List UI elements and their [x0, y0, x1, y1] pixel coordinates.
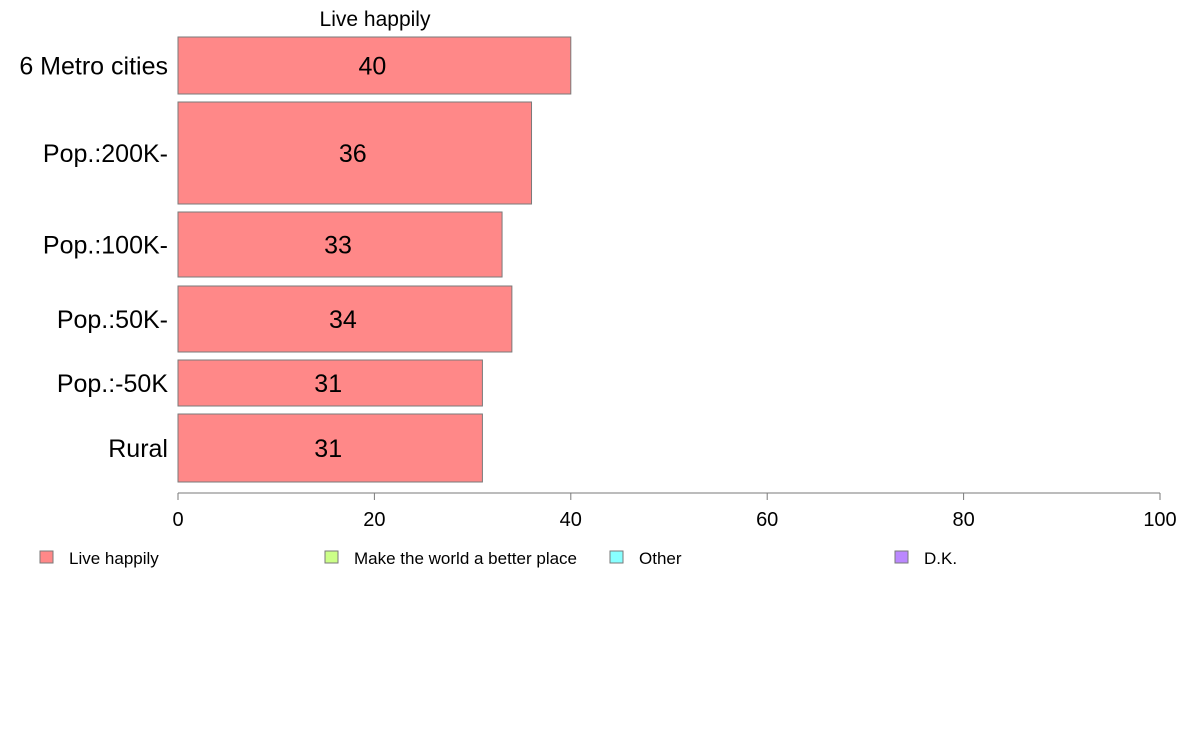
- bar: [177, 36, 572, 95]
- bar-value-label: 31: [314, 435, 342, 463]
- x-axis: 0 20 40 60 80 100: [172, 492, 1177, 531]
- x-tick-label: 0: [172, 509, 183, 531]
- category-label: Pop.:100K-: [43, 232, 168, 260]
- bar: [177, 101, 533, 205]
- x-tick-label: 100: [1143, 509, 1176, 531]
- legend-swatch: [324, 550, 339, 564]
- x-tick-label: 60: [756, 509, 778, 531]
- bar-value-label: 31: [314, 370, 342, 398]
- x-tick-label: 40: [560, 509, 582, 531]
- category-label: Pop.:-50K: [57, 370, 169, 398]
- bars-group: 40 6 Metro cities 36 Pop.:200K- 33 Pop.:100K-…: [19, 36, 572, 483]
- legend-swatch: [609, 550, 624, 564]
- category-label: Pop.:200K-: [43, 140, 168, 168]
- legend-label: Make the world a better place: [354, 549, 577, 568]
- legend-label: D.K.: [924, 549, 957, 568]
- bar-value-label: 34: [329, 306, 357, 334]
- bar-value-label: 33: [324, 232, 352, 260]
- legend-label: Live happily: [69, 549, 159, 568]
- category-label: 6 Metro cities: [19, 53, 168, 81]
- legend: Live happily Make the world a better plac…: [39, 549, 957, 568]
- bar: [177, 285, 513, 353]
- bar: [177, 211, 503, 278]
- legend-swatch: [894, 550, 909, 564]
- legend-label: Other: [639, 549, 682, 568]
- category-label: Pop.:50K-: [57, 306, 168, 334]
- chart-title: Live happily: [320, 8, 431, 31]
- bar: [177, 413, 483, 483]
- x-tick-label: 20: [363, 509, 385, 531]
- bar-value-label: 40: [358, 53, 386, 81]
- legend-swatch: [39, 550, 54, 564]
- bar-value-label: 36: [339, 140, 367, 168]
- category-label: Rural: [108, 435, 168, 463]
- bar: [177, 359, 483, 407]
- x-tick-label: 80: [952, 509, 974, 531]
